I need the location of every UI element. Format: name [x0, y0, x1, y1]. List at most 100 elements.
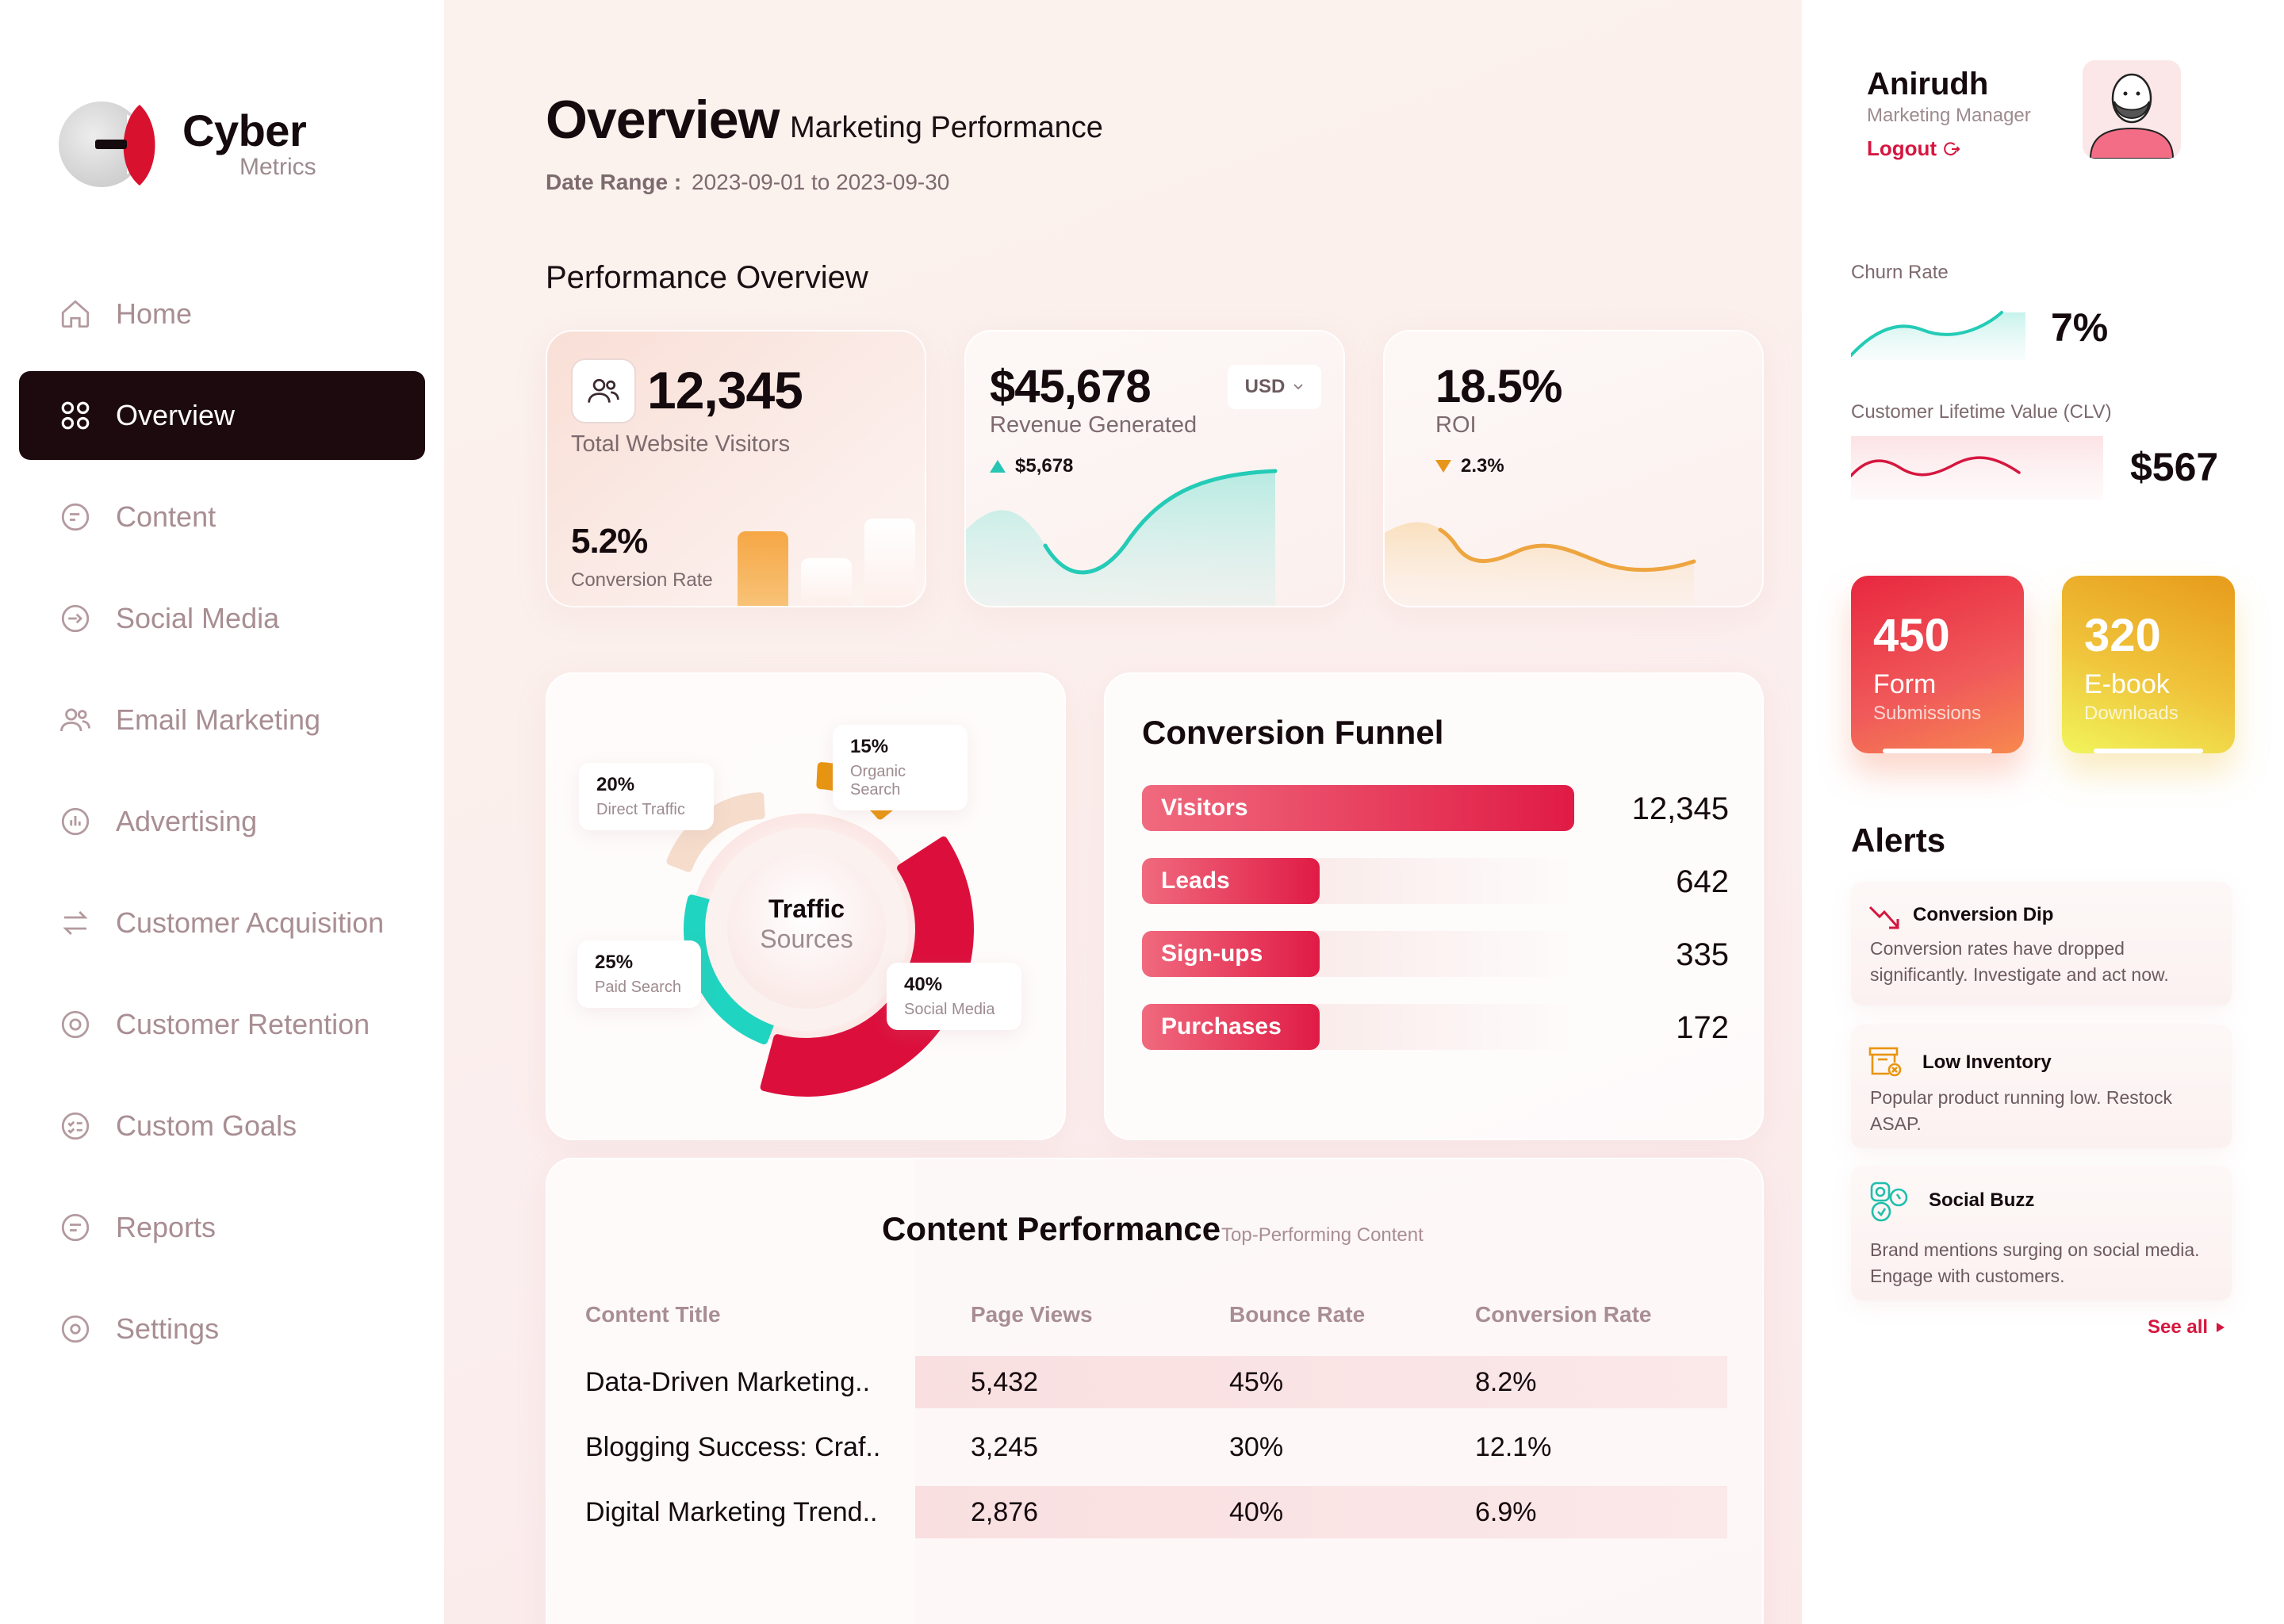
- legend-label: Paid Search: [595, 979, 681, 996]
- legend-label: Social Media: [904, 1001, 995, 1018]
- alert-low-inventory[interactable]: Low Inventory Popular product running lo…: [1851, 1025, 2232, 1148]
- page-title: Overview: [546, 90, 780, 150]
- section-title: Performance Overview: [546, 260, 868, 295]
- alert-title: Conversion Dip: [1913, 904, 2054, 925]
- main-content: Overview Marketing Performance Date Rang…: [444, 0, 1802, 1624]
- table-row[interactable]: Digital Marketing Trend.. 2,876 40% 6.9%: [547, 1486, 1762, 1538]
- cell-bounce: 40%: [1229, 1497, 1284, 1527]
- funnel-value: 642: [1676, 864, 1729, 899]
- revenue-label: Revenue Generated: [990, 412, 1198, 438]
- right-panel: Anirudh Marketing Manager Logout Churn R…: [1802, 0, 2284, 1624]
- visitors-bar-orange: [738, 531, 788, 606]
- sidebar-nav: Home Overview Content Social Media Email…: [19, 270, 425, 1386]
- visitors-value: 12,345: [647, 361, 803, 419]
- roi-card[interactable]: 18.5% ROI 2.3%: [1383, 330, 1764, 607]
- sidebar-item-home[interactable]: Home: [19, 270, 425, 358]
- brand-sub: Metrics: [240, 154, 316, 180]
- date-range-value[interactable]: 2023-09-01 to 2023-09-30: [692, 170, 950, 194]
- column-header[interactable]: Content Title: [585, 1302, 721, 1327]
- legend-social-media: 40% Social Media: [887, 963, 1021, 1030]
- row-band: [915, 1486, 1727, 1538]
- legend-pct: 15%: [850, 736, 889, 757]
- funnel-row[interactable]: Purchases 172: [1142, 1004, 1729, 1050]
- sidebar-item-content[interactable]: Content: [19, 473, 425, 561]
- sidebar-item-advertising[interactable]: Advertising: [19, 777, 425, 866]
- alert-social-buzz[interactable]: Social Buzz Brand mentions surging on so…: [1851, 1166, 2232, 1300]
- roi-value: 18.5%: [1435, 361, 1562, 412]
- logout-link[interactable]: Logout: [1867, 136, 1960, 161]
- conversion-rate-value: 5.2%: [571, 522, 648, 561]
- inventory-icon: [1868, 1047, 1902, 1077]
- funnel-title: Conversion Funnel: [1142, 714, 1444, 751]
- funnel-bar: [1142, 785, 1574, 831]
- alert-title: Social Buzz: [1929, 1189, 2035, 1211]
- sidebar-item-customer-acquisition[interactable]: Customer Acquisition: [19, 879, 425, 967]
- roi-delta: 2.3%: [1435, 455, 1504, 477]
- column-header[interactable]: Conversion Rate: [1475, 1302, 1652, 1327]
- grid-icon: [61, 401, 90, 430]
- funnel-value: 172: [1676, 1010, 1729, 1045]
- see-all-link[interactable]: See all: [2148, 1316, 2225, 1339]
- chart-icon: [61, 807, 90, 836]
- form-submissions-card[interactable]: 450 Form Submissions: [1851, 576, 2024, 753]
- cell-views: 2,876: [971, 1497, 1039, 1527]
- brand-logo[interactable]: Cyber Metrics: [56, 98, 373, 193]
- currency-select[interactable]: USD: [1228, 365, 1321, 409]
- form-submissions-value: 450: [1873, 610, 1950, 661]
- column-header[interactable]: Page Views: [971, 1302, 1093, 1327]
- logo-mark-icon: [59, 102, 167, 187]
- sidebar-item-email-marketing[interactable]: Email Marketing: [19, 676, 425, 764]
- form-submissions-line1: Form: [1873, 669, 1937, 699]
- sidebar-item-label: Email Marketing: [116, 703, 321, 736]
- currency-value: USD: [1244, 376, 1286, 397]
- card-underline: [1883, 749, 1992, 753]
- alert-conversion-dip[interactable]: Conversion Dip Conversion rates have dro…: [1851, 882, 2232, 1005]
- sidebar-item-custom-goals[interactable]: Custom Goals: [19, 1082, 425, 1170]
- avatar-illustration: [2089, 73, 2175, 159]
- funnel-label: Sign-ups: [1161, 940, 1263, 967]
- sidebar-item-settings[interactable]: Settings: [19, 1285, 425, 1373]
- funnel-row[interactable]: Visitors 12,345: [1142, 785, 1729, 831]
- sidebar-item-overview[interactable]: Overview: [19, 371, 425, 460]
- chevron-down-icon: [1293, 384, 1303, 390]
- funnel-bar: [1142, 931, 1320, 977]
- funnel-bar: [1142, 1004, 1320, 1050]
- churn-sparkline: [1851, 311, 2025, 360]
- clv-sparkline: [1851, 436, 2103, 500]
- row-band: [915, 1356, 1727, 1408]
- funnel-row[interactable]: Leads 642: [1142, 858, 1729, 904]
- logout-label: Logout: [1867, 136, 1937, 160]
- legend-label: Direct Traffic: [596, 801, 685, 818]
- sidebar-item-reports[interactable]: Reports: [19, 1183, 425, 1272]
- churn-rate-label: Churn Rate: [1851, 262, 1949, 283]
- sidebar-item-social-media[interactable]: Social Media: [19, 574, 425, 663]
- content-left-panel: [547, 1159, 915, 1624]
- sidebar-item-label: Overview: [116, 399, 236, 431]
- see-all-label: See all: [2148, 1316, 2209, 1338]
- logout-icon: [1944, 141, 1960, 155]
- column-header[interactable]: Bounce Rate: [1229, 1302, 1366, 1327]
- visitors-card[interactable]: 12,345 Total Website Visitors 5.2% Conve…: [546, 330, 926, 607]
- funnel-row[interactable]: Sign-ups 335: [1142, 931, 1729, 977]
- revenue-delta: $5,678: [990, 455, 1073, 477]
- sidebar: Cyber Metrics Home Overview Content Soci…: [0, 0, 444, 1624]
- roi-delta-value: 2.3%: [1461, 455, 1504, 477]
- funnel-value: 335: [1676, 937, 1729, 972]
- target-icon: [61, 1010, 90, 1039]
- table-row[interactable]: Blogging Success: Craf.. 3,245 30% 12.1%: [547, 1421, 1762, 1473]
- visitors-bar-pale-2: [864, 519, 915, 606]
- sidebar-item-customer-retention[interactable]: Customer Retention: [19, 980, 425, 1069]
- revenue-card[interactable]: $45,678 Revenue Generated USD $5,678: [964, 330, 1345, 607]
- table-row[interactable]: Data-Driven Marketing.. 5,432 45% 8.2%: [547, 1356, 1762, 1408]
- content-performance-card: Content Performance Top-Performing Conte…: [546, 1158, 1764, 1624]
- alert-text: Conversion rates have dropped significan…: [1870, 938, 2169, 985]
- visitors-label: Total Website Visitors: [571, 431, 791, 457]
- visitors-bar-pale-1: [801, 558, 852, 606]
- ebook-downloads-line2: Downloads: [2084, 703, 2179, 724]
- users-icon: [60, 708, 90, 732]
- ebook-downloads-line1: E-book: [2084, 669, 2170, 699]
- ebook-downloads-card[interactable]: 320 E-book Downloads: [2062, 576, 2235, 753]
- social-icon: [1870, 1182, 1908, 1222]
- cell-title: Data-Driven Marketing..: [585, 1367, 871, 1397]
- avatar[interactable]: [2083, 60, 2181, 159]
